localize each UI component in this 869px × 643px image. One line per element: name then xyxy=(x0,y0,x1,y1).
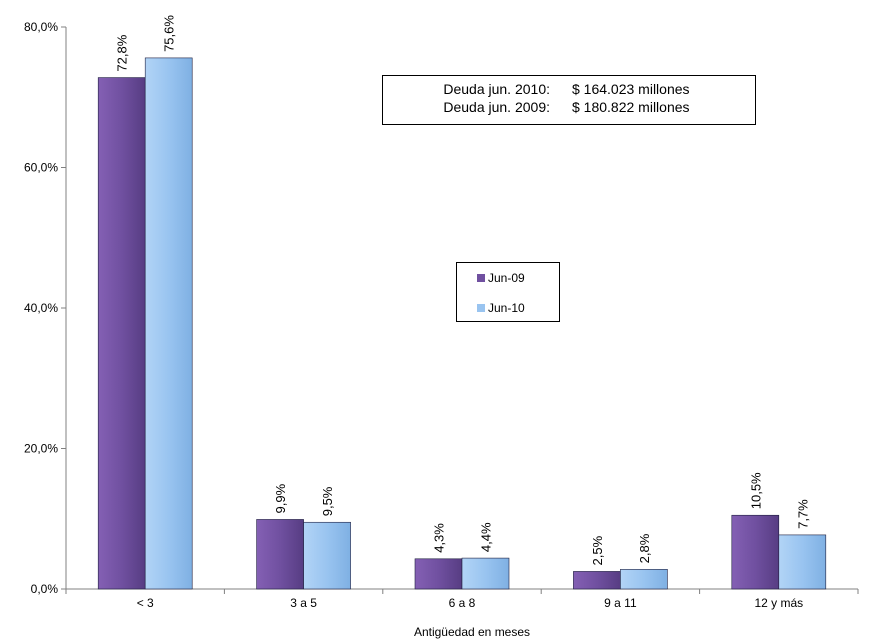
bar xyxy=(573,571,621,590)
y-tick-label: 20,0% xyxy=(24,442,58,456)
bar xyxy=(256,519,304,590)
data-label: 4,4% xyxy=(479,522,494,552)
legend-label: Jun-10 xyxy=(488,301,525,315)
data-label: 75,6% xyxy=(162,15,177,52)
data-label: 72,8% xyxy=(115,34,130,71)
x-tick-label: 6 a 8 xyxy=(449,596,476,610)
legend-swatch xyxy=(477,274,485,282)
bars xyxy=(97,57,827,590)
data-label: 2,5% xyxy=(590,535,605,565)
data-label: 10,5% xyxy=(748,472,763,509)
debt-annotation-box: Deuda jun. 2010: $ 164.023 millones Deud… xyxy=(382,75,756,125)
legend-label: Jun-09 xyxy=(488,271,525,285)
data-labels: 72,8% 9,9% 4,3% 2,5% 10,5% 75,6% 9,5% 4,4% 2,8% 7… xyxy=(115,15,811,566)
x-axis-title: Antigüedad en meses xyxy=(414,625,530,639)
x-tick-label: 3 a 5 xyxy=(290,596,317,610)
x-tick-label: < 3 xyxy=(137,596,154,610)
x-axis: < 3 3 a 5 6 a 8 9 a 11 12 y más xyxy=(65,588,859,610)
bar xyxy=(144,57,193,590)
y-tick-label: 60,0% xyxy=(24,161,58,175)
y-tick-label: 0,0% xyxy=(31,582,59,596)
bar xyxy=(731,514,780,590)
data-label: 9,9% xyxy=(273,483,288,513)
data-label: 2,8% xyxy=(637,533,652,563)
data-label: 7,7% xyxy=(795,499,810,529)
legend: Jun-09 Jun-10 xyxy=(456,262,560,322)
y-tick-label: 40,0% xyxy=(24,301,58,315)
annotation-label: Deuda jun. 2009: xyxy=(443,99,550,115)
y-tick-label: 80,0% xyxy=(24,20,58,34)
x-tick-label: 12 y más xyxy=(754,596,803,610)
legend-item-jun-10: Jun-10 xyxy=(477,301,525,315)
bar xyxy=(414,558,463,590)
bar xyxy=(461,557,510,590)
bar xyxy=(620,569,668,590)
bar xyxy=(778,534,827,590)
annotation-row-2009: Deuda jun. 2009: $ 180.822 millones xyxy=(383,99,755,117)
annotation-value: $ 180.822 millones xyxy=(572,99,690,115)
x-tick-label: 9 a 11 xyxy=(604,596,637,610)
bar xyxy=(303,521,351,590)
annotation-value: $ 164.023 millones xyxy=(572,81,690,97)
bar xyxy=(97,77,146,590)
annotation-row-2010: Deuda jun. 2010: $ 164.023 millones xyxy=(383,81,755,99)
legend-item-jun-09: Jun-09 xyxy=(477,271,525,285)
y-axis: 0,0% 20,0% 40,0% 60,0% 80,0% xyxy=(24,20,67,596)
annotation-label: Deuda jun. 2010: xyxy=(443,81,550,97)
data-label: 9,5% xyxy=(320,486,335,516)
data-label: 4,3% xyxy=(432,523,447,553)
legend-swatch xyxy=(477,304,485,312)
